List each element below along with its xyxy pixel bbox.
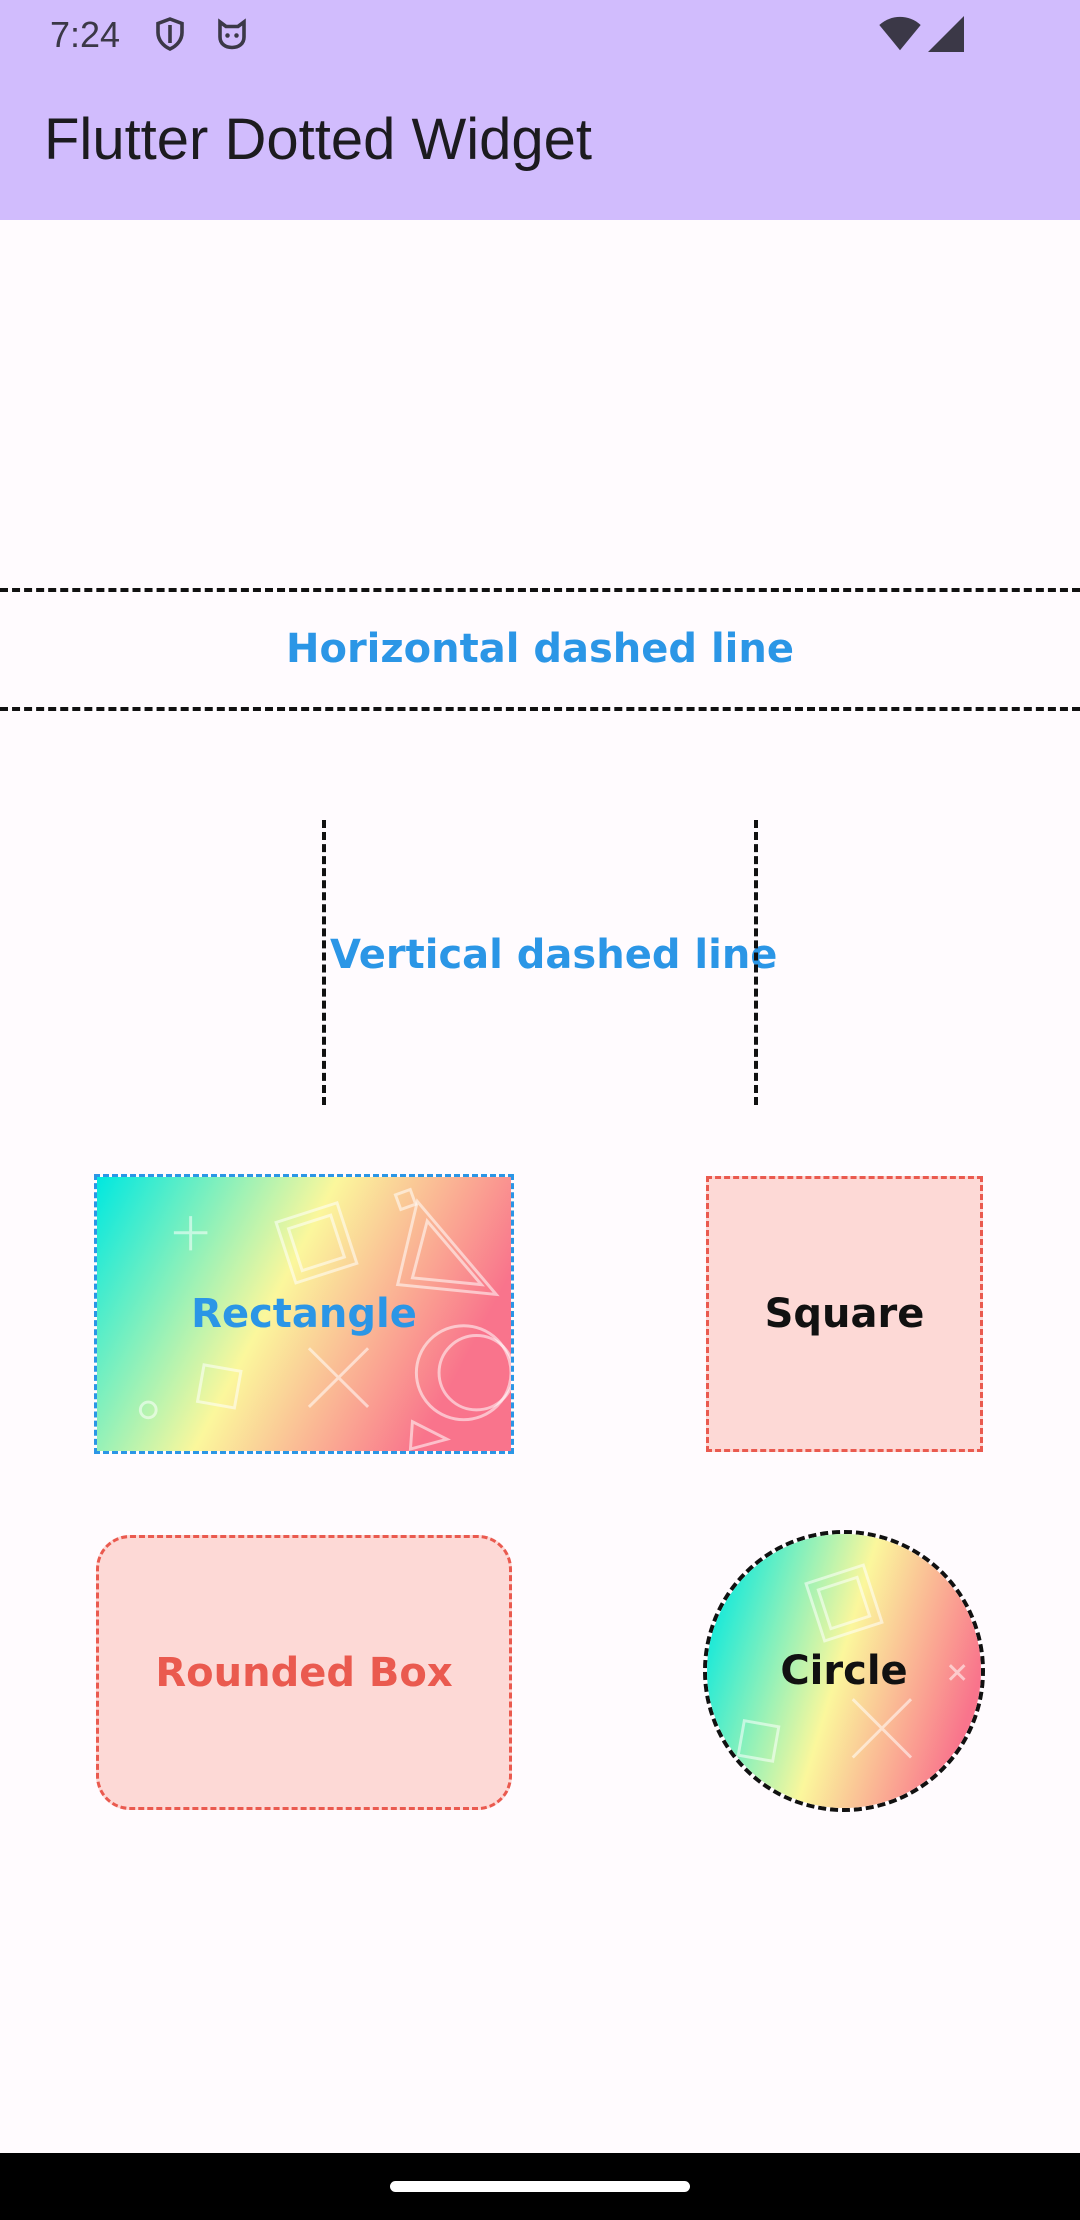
gradient-pattern-background: [707, 1534, 981, 1808]
dotted-square: Square: [706, 1176, 983, 1452]
rectangle-label: Rectangle: [191, 1291, 417, 1337]
navigation-bar: [0, 2153, 1080, 2220]
status-time: 7:24: [50, 14, 121, 55]
wifi-icon: [879, 16, 921, 51]
cat-face-icon: [218, 18, 246, 50]
app-title: Flutter Dotted Widget: [44, 107, 592, 172]
rounded-box-label: Rounded Box: [155, 1649, 453, 1696]
vertical-dashed-line-left: [322, 820, 326, 1105]
horizontal-dashed-line-bottom: [0, 707, 1080, 711]
cellular-signal-icon: [928, 16, 964, 52]
vertical-dashed-line-right: [754, 820, 758, 1105]
dotted-rectangle: Rectangle: [94, 1174, 514, 1454]
circle-label: Circle: [780, 1648, 908, 1694]
square-label: Square: [764, 1291, 925, 1337]
gradient-pattern-background: [97, 1177, 511, 1451]
vertical-dashed-line-label: Vertical dashed line: [330, 932, 778, 978]
horizontal-dashed-line-label: Horizontal dashed line: [285, 626, 794, 672]
app-bar: 7:24 Flutter Dotted Widget: [0, 0, 1080, 220]
home-gesture-handle[interactable]: [390, 2181, 690, 2192]
dotted-circle: Circle: [703, 1530, 985, 1812]
shield-icon: [156, 17, 184, 51]
dotted-rounded-box: Rounded Box: [96, 1535, 512, 1810]
horizontal-dashed-line-top: [0, 588, 1080, 592]
